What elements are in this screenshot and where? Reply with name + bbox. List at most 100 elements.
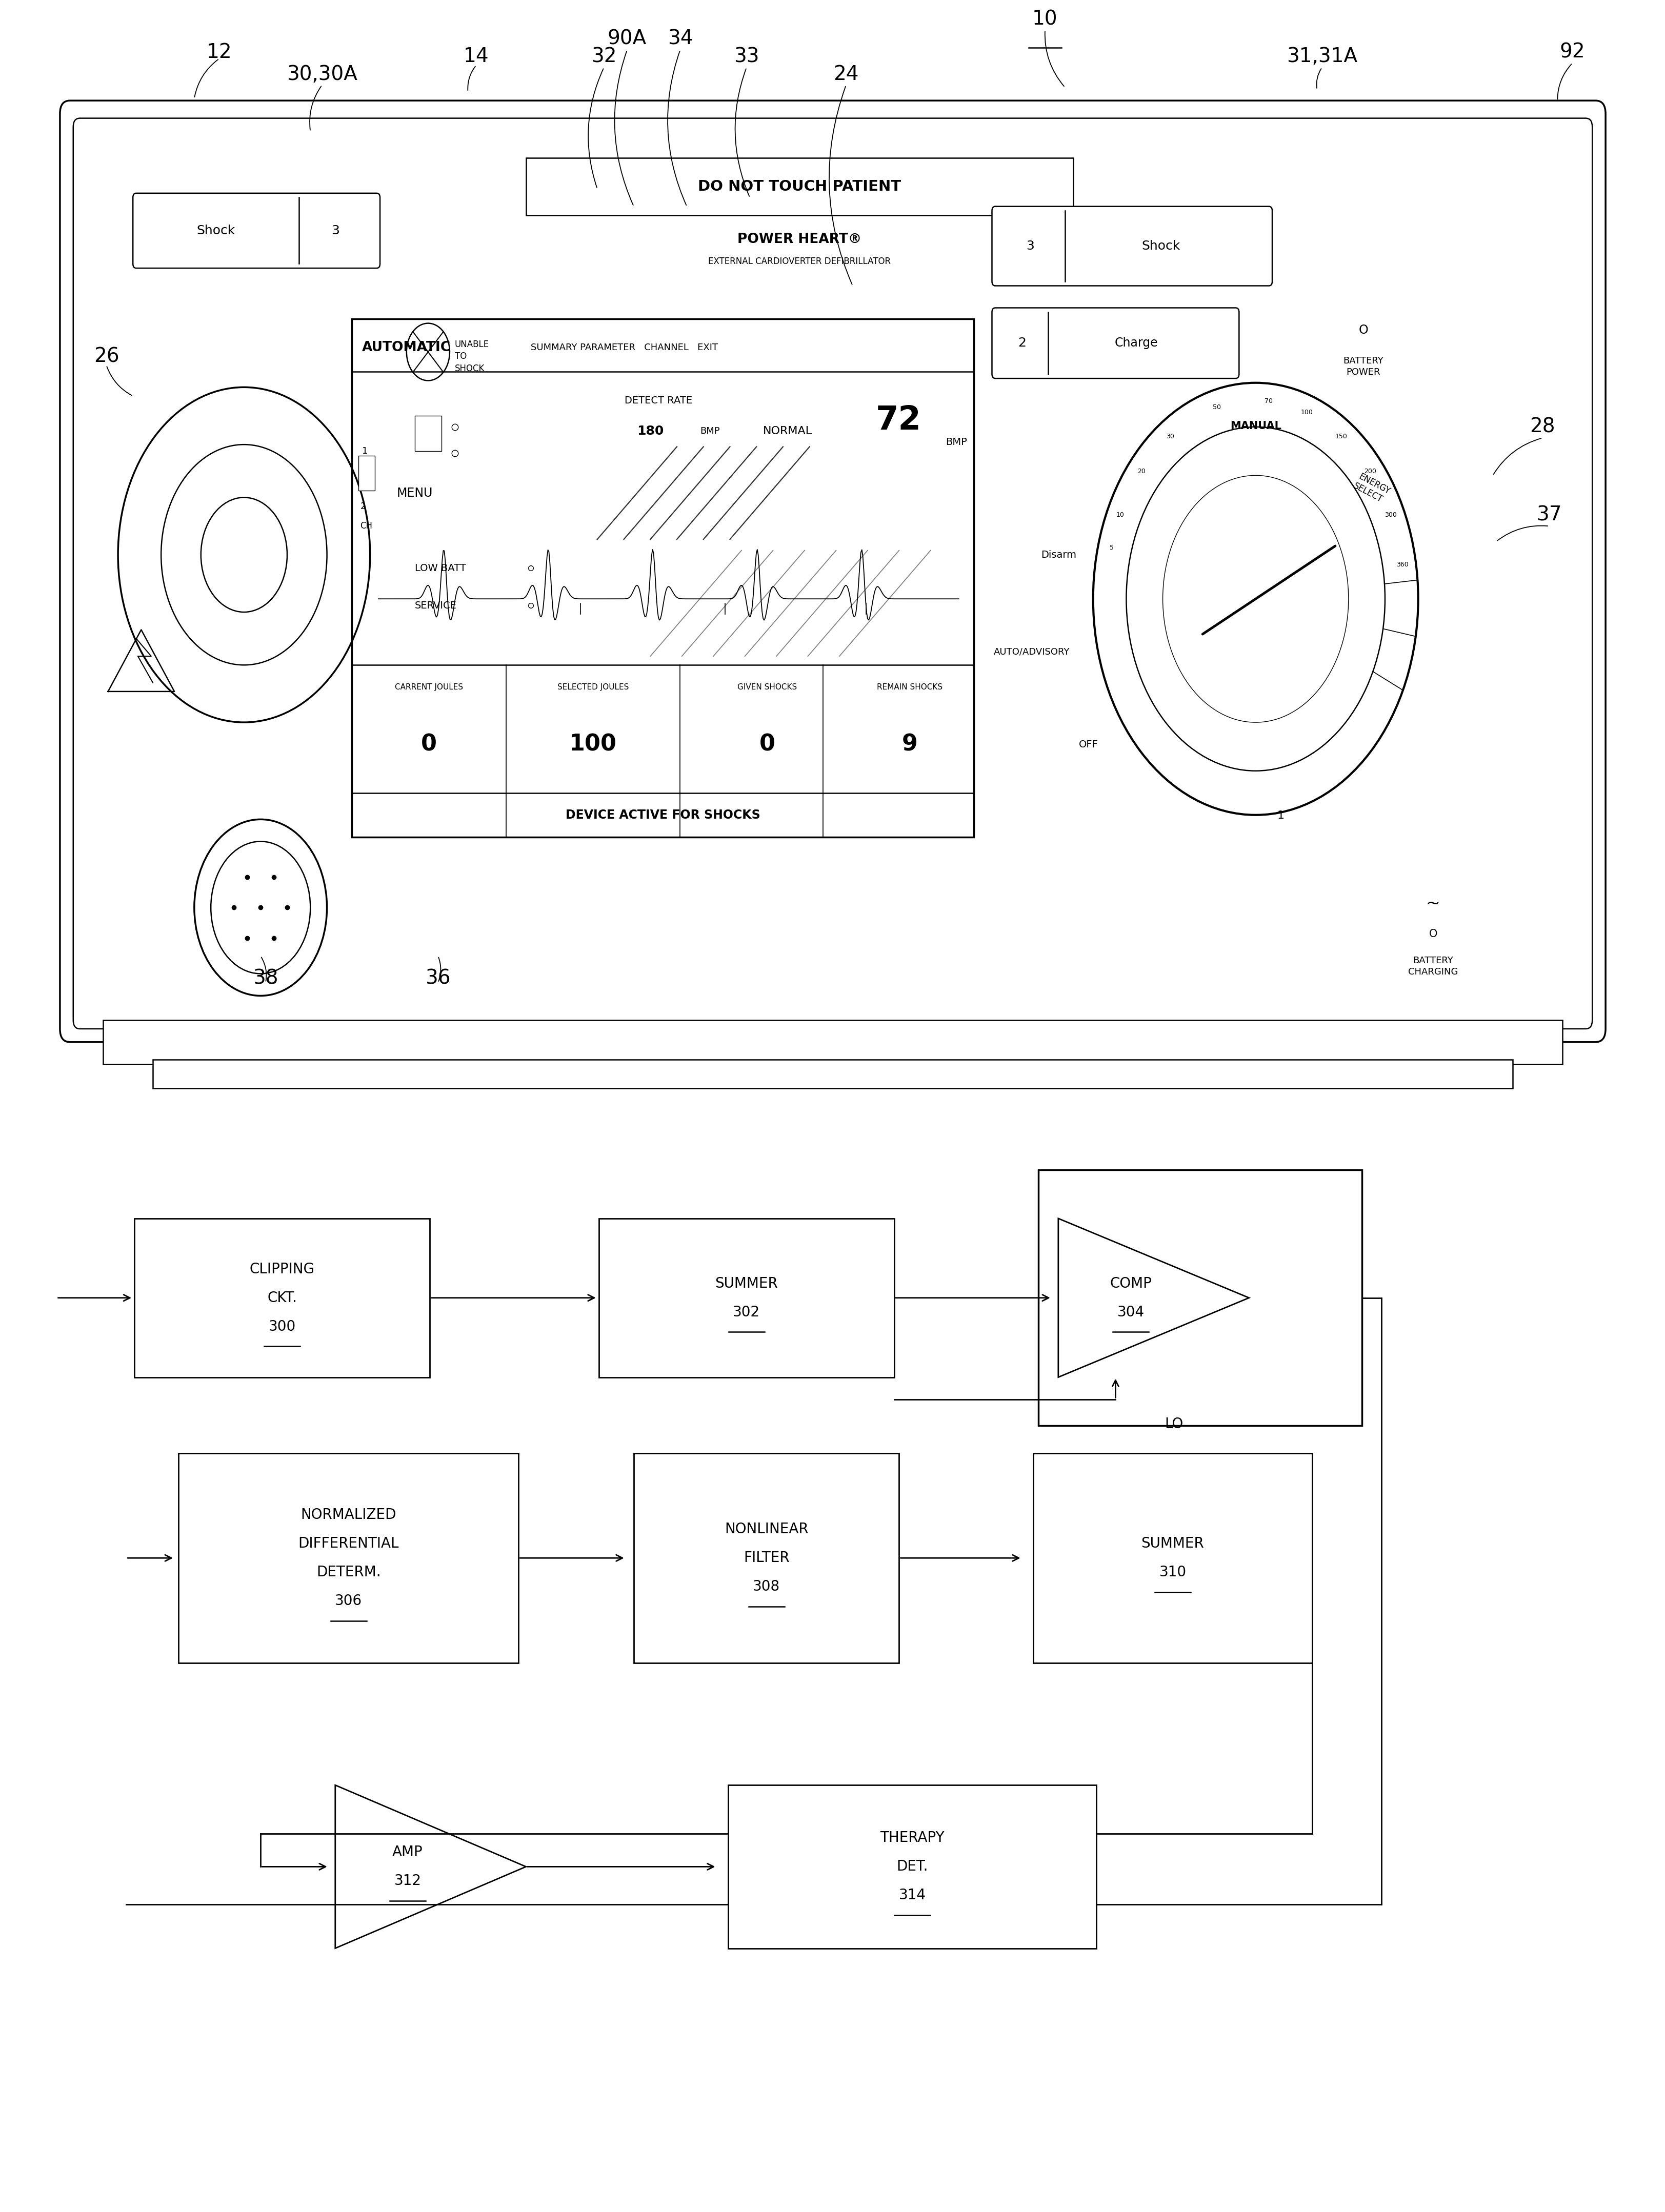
Text: 50: 50 <box>1212 405 1220 411</box>
Bar <box>1032 1453 1312 1663</box>
Text: O: O <box>1359 323 1369 336</box>
Text: MENU: MENU <box>396 487 433 500</box>
Bar <box>351 319 974 836</box>
Text: LO: LO <box>1164 1418 1182 1431</box>
FancyBboxPatch shape <box>73 117 1592 1029</box>
Text: 33: 33 <box>734 46 759 66</box>
Text: GIVEN SHOCKS: GIVEN SHOCKS <box>738 684 798 690</box>
Text: LOW BATT: LOW BATT <box>415 564 466 573</box>
Text: FILTER: FILTER <box>743 1551 789 1566</box>
FancyBboxPatch shape <box>992 307 1239 378</box>
Text: 150: 150 <box>1335 434 1347 440</box>
Text: CKT.: CKT. <box>266 1290 296 1305</box>
FancyBboxPatch shape <box>133 192 380 268</box>
Text: 360: 360 <box>1397 562 1409 568</box>
Text: 0: 0 <box>421 734 436 757</box>
Text: 14: 14 <box>463 46 490 66</box>
Text: CARRENT JOULES: CARRENT JOULES <box>395 684 463 690</box>
Text: 26: 26 <box>93 347 120 365</box>
Text: 0: 0 <box>759 734 774 757</box>
Text: Charge: Charge <box>1114 336 1157 349</box>
Text: 314: 314 <box>899 1889 926 1902</box>
Text: EXTERNAL CARDIOVERTER DEFIBRILLATOR: EXTERNAL CARDIOVERTER DEFIBRILLATOR <box>708 257 891 265</box>
Text: BMP: BMP <box>946 438 967 447</box>
Bar <box>526 157 1072 215</box>
Text: 100: 100 <box>1300 409 1312 416</box>
Text: BATTERY
CHARGING: BATTERY CHARGING <box>1407 956 1457 978</box>
Bar <box>103 1020 1562 1064</box>
Text: 308: 308 <box>753 1579 779 1595</box>
Text: 9: 9 <box>902 734 917 757</box>
Text: NORMAL: NORMAL <box>763 427 813 436</box>
Text: 3: 3 <box>1026 239 1034 252</box>
Text: 37: 37 <box>1537 504 1562 524</box>
Text: AUTOMATIC: AUTOMATIC <box>361 341 451 354</box>
Text: Shock: Shock <box>1142 239 1180 252</box>
Text: 72: 72 <box>876 405 921 436</box>
Text: 12: 12 <box>206 42 231 62</box>
Text: 1: 1 <box>361 447 368 456</box>
Text: SUMMER: SUMMER <box>714 1276 778 1290</box>
Text: 30: 30 <box>1165 434 1174 440</box>
Text: 5: 5 <box>1109 544 1114 551</box>
Text: Shock: Shock <box>196 223 235 237</box>
Bar <box>415 416 441 451</box>
Text: MANUAL: MANUAL <box>1230 420 1280 431</box>
Text: 200: 200 <box>1364 469 1375 476</box>
Bar <box>135 1219 430 1378</box>
Text: 24: 24 <box>832 64 859 84</box>
Bar <box>178 1453 518 1663</box>
Bar <box>153 1060 1512 1088</box>
Text: CLIPPING: CLIPPING <box>250 1263 315 1276</box>
Text: 28: 28 <box>1530 418 1555 436</box>
FancyBboxPatch shape <box>992 206 1272 285</box>
Text: 20: 20 <box>1137 469 1146 476</box>
Text: DETERM.: DETERM. <box>316 1566 381 1579</box>
Text: REMAIN SHOCKS: REMAIN SHOCKS <box>877 684 942 690</box>
Text: 310: 310 <box>1159 1566 1185 1579</box>
Text: NORMALIZED: NORMALIZED <box>301 1509 396 1522</box>
Text: 31,31A: 31,31A <box>1285 46 1357 66</box>
Bar <box>1037 1170 1362 1427</box>
Text: ~: ~ <box>1425 894 1440 911</box>
Text: CH: CH <box>360 522 373 531</box>
Text: 10: 10 <box>1116 511 1124 518</box>
Text: SUMMER: SUMMER <box>1141 1537 1204 1551</box>
Text: 180: 180 <box>638 425 664 438</box>
Text: 302: 302 <box>733 1305 759 1318</box>
Text: 100: 100 <box>569 734 616 757</box>
Text: 304: 304 <box>1117 1305 1144 1318</box>
Text: ENERGY
SELECT: ENERGY SELECT <box>1352 471 1390 507</box>
Text: 36: 36 <box>425 969 451 989</box>
Text: 2: 2 <box>1017 336 1026 349</box>
Text: DET.: DET. <box>896 1860 927 1874</box>
Text: 34: 34 <box>668 29 693 49</box>
Text: COMP: COMP <box>1109 1276 1152 1290</box>
Text: BMP: BMP <box>699 427 719 436</box>
Text: 312: 312 <box>395 1874 421 1889</box>
Bar <box>599 1219 894 1378</box>
Text: 70: 70 <box>1264 398 1272 405</box>
Text: AUTO/ADVISORY: AUTO/ADVISORY <box>994 648 1069 657</box>
Text: SELECTED JOULES: SELECTED JOULES <box>558 684 629 690</box>
Text: O: O <box>1429 929 1437 940</box>
Text: 30,30A: 30,30A <box>286 64 358 84</box>
Text: 1: 1 <box>1277 810 1284 821</box>
Text: 92: 92 <box>1558 42 1585 62</box>
Bar <box>634 1453 899 1663</box>
Text: DIFFERENTIAL: DIFFERENTIAL <box>298 1537 398 1551</box>
Text: 90A: 90A <box>608 29 646 49</box>
Text: BATTERY
POWER: BATTERY POWER <box>1344 356 1384 376</box>
Text: 2: 2 <box>360 502 365 511</box>
Text: THERAPY: THERAPY <box>879 1832 944 1845</box>
Text: UNABLE
TO
SHOCK: UNABLE TO SHOCK <box>455 341 490 374</box>
Text: DEVICE ACTIVE FOR SHOCKS: DEVICE ACTIVE FOR SHOCKS <box>564 810 759 821</box>
Text: 32: 32 <box>591 46 616 66</box>
Text: 306: 306 <box>335 1595 361 1608</box>
Text: NONLINEAR: NONLINEAR <box>724 1522 808 1537</box>
Text: 10: 10 <box>1032 9 1057 29</box>
Text: 300: 300 <box>1384 511 1397 518</box>
Text: SERVICE: SERVICE <box>415 602 456 611</box>
Text: 38: 38 <box>253 969 278 989</box>
FancyBboxPatch shape <box>60 100 1605 1042</box>
